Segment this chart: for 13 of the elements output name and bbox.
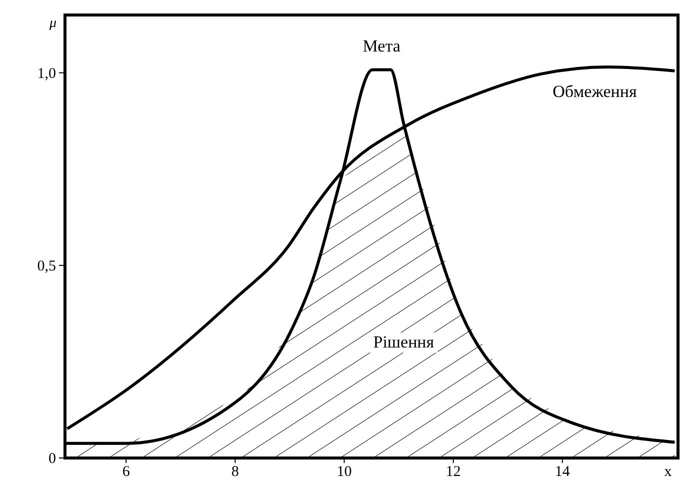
x-tick-label: 14	[554, 464, 570, 480]
series-label: Обмеження	[552, 82, 637, 102]
y-axis-title: μ	[48, 16, 57, 31]
y-tick-label: 0,5	[37, 258, 56, 274]
x-tick-label: 6	[122, 464, 130, 480]
x-axis-title: x	[664, 464, 672, 480]
x-tick-label: 10	[336, 464, 352, 480]
y-tick-label: 0	[48, 451, 56, 467]
y-tick-label: 1,0	[37, 66, 56, 82]
series-label: Мета	[362, 36, 401, 56]
x-tick-label: 12	[446, 464, 461, 480]
series-label: Рішення	[373, 332, 434, 352]
x-tick-label: 8	[231, 464, 239, 480]
